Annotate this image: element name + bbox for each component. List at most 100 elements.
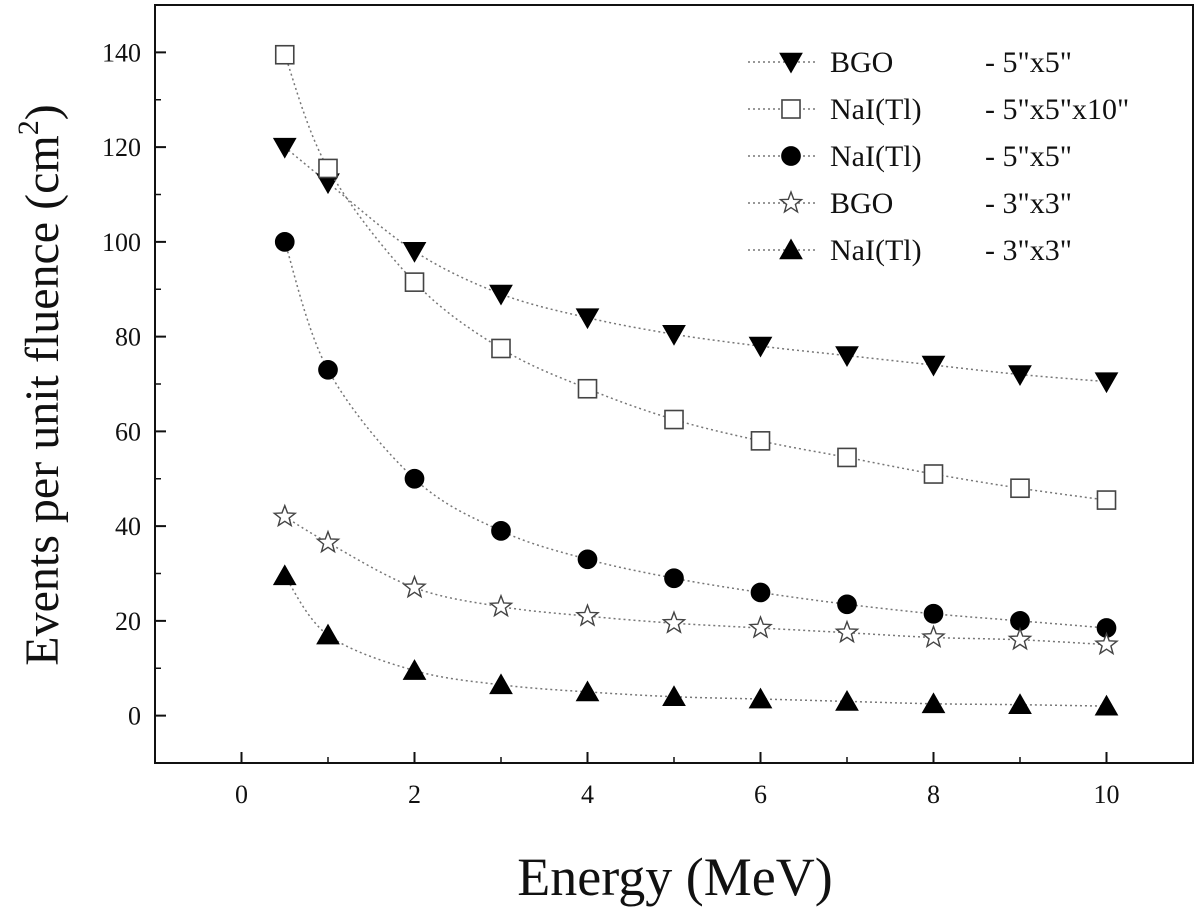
series-1-point-1 [318, 158, 338, 179]
y-tick-label-80: 80 [115, 323, 141, 352]
x-tick-label-10: 10 [1094, 780, 1120, 809]
legend-entry-0: BGO - 5"x5" [748, 46, 1072, 79]
series-2-point-1 [318, 359, 338, 380]
y-axis-title-main: Events per unit fluence (cm [16, 135, 69, 665]
series-4-point-7 [835, 689, 859, 711]
series-2-point-6 [750, 582, 771, 603]
series-0 [272, 137, 1119, 394]
series-3-point-1 [315, 529, 341, 554]
series-3-point-10 [1094, 631, 1119, 656]
series-4 [272, 564, 1119, 716]
legend-size-2: - 5"x5" [985, 140, 1072, 173]
series-0-point-9 [1008, 365, 1032, 386]
series-0-point-4 [575, 308, 600, 330]
series-0-point-2 [402, 242, 427, 263]
y-tick-label-140: 140 [102, 38, 141, 67]
legend-marker-4 [779, 238, 803, 260]
series-2-point-4 [577, 549, 598, 570]
series-2-point-7 [837, 594, 857, 615]
x-axis: 0 2 4 6 8 10 [154, 752, 1194, 809]
series-1-line [284, 54, 1107, 501]
series-3 [272, 503, 1119, 656]
x-tick-label-8: 8 [927, 780, 940, 809]
legend-size-4: - 3"x3" [985, 234, 1072, 267]
legend-marker-0 [779, 52, 803, 74]
y-axis-title-superscript: 2 [12, 120, 45, 135]
series-1-point-2 [404, 272, 425, 292]
legend: BGO - 5"x5" NaI(Tl) - 5"x5"x10" NaI(Tl) - 5"x… [748, 46, 1129, 267]
legend-marker-2 [781, 146, 801, 166]
legend-entry-2: NaI(Tl) - 5"x5" [748, 140, 1072, 173]
series-2-point-5 [664, 568, 684, 589]
series-1-point-7 [837, 447, 857, 468]
legend-size-1: - 5"x5"x10" [985, 93, 1129, 126]
series-0-point-8 [921, 355, 946, 377]
legend-label-2: NaI(Tl) [830, 140, 922, 173]
legend-label-3: BGO [830, 187, 893, 220]
series-3-point-2 [402, 574, 427, 599]
series-0-point-5 [662, 324, 686, 346]
series-3-point-0 [272, 503, 298, 528]
legend-marker-1 [781, 99, 801, 119]
legend-entry-3: BGO - 3"x3" [748, 187, 1072, 220]
series-4-point-0 [272, 564, 297, 586]
x-axis-title: Energy (MeV) [517, 847, 832, 907]
x-tick-label-2: 2 [408, 780, 421, 809]
series-3-point-4 [575, 603, 600, 627]
legend-size-3: - 3"x3" [985, 187, 1072, 220]
series-1 [274, 44, 1117, 510]
series-4-point-3 [489, 673, 513, 695]
series-4-point-8 [921, 692, 946, 714]
x-tick-label-0: 0 [235, 780, 248, 809]
series-3-point-3 [488, 593, 514, 618]
y-tick-label-0: 0 [128, 702, 141, 731]
series-3-point-5 [661, 610, 687, 634]
legend-entry-4: NaI(Tl) - 3"x3" [748, 234, 1072, 267]
series-0-line [284, 146, 1107, 383]
series-2-line [284, 241, 1107, 629]
legend-entry-1: NaI(Tl) - 5"x5"x10" [748, 93, 1129, 126]
series-0-point-7 [835, 346, 859, 368]
y-tick-label-100: 100 [102, 228, 141, 257]
series-layer [272, 44, 1119, 716]
y-axis: 0 20 40 60 80 100 120 140 [102, 4, 166, 764]
series-1-point-6 [750, 431, 771, 451]
series-1-point-3 [491, 338, 511, 359]
series-1-point-0 [274, 44, 295, 65]
series-4-line [284, 575, 1107, 707]
series-0-point-0 [272, 137, 297, 159]
series-2 [274, 232, 1117, 638]
series-1-point-10 [1096, 490, 1117, 510]
series-2-point-8 [923, 603, 944, 624]
series-1-point-8 [923, 464, 944, 484]
series-0-point-6 [748, 336, 773, 358]
legend-label-1: NaI(Tl) [830, 93, 922, 126]
series-2-point-3 [491, 521, 511, 541]
series-1-point-4 [577, 378, 598, 399]
y-tick-label-120: 120 [102, 133, 141, 162]
series-2-point-2 [404, 468, 425, 489]
legend-marker-3 [778, 189, 804, 214]
series-4-point-2 [402, 659, 427, 680]
series-2-point-0 [274, 232, 295, 252]
legend-label-4: NaI(Tl) [830, 234, 922, 267]
series-0-point-10 [1094, 372, 1119, 394]
y-tick-label-20: 20 [115, 607, 141, 636]
legend-label-0: BGO [830, 46, 893, 79]
series-3-point-7 [834, 619, 860, 644]
series-1-point-9 [1010, 478, 1030, 499]
series-3-point-8 [921, 624, 946, 649]
series-4-point-1 [316, 623, 340, 645]
series-3-point-9 [1007, 626, 1033, 651]
y-axis-title-close: ) [16, 104, 69, 120]
series-4-point-9 [1008, 693, 1032, 715]
x-tick-label-6: 6 [754, 780, 767, 809]
series-4-point-4 [575, 680, 600, 702]
y-axis-title: Events per unit fluence (cm2) [12, 104, 69, 665]
series-3-line [284, 516, 1107, 646]
series-3-point-6 [748, 615, 773, 639]
series-4-point-5 [662, 685, 686, 706]
series-1-point-5 [664, 409, 684, 430]
series-4-point-10 [1094, 694, 1119, 716]
